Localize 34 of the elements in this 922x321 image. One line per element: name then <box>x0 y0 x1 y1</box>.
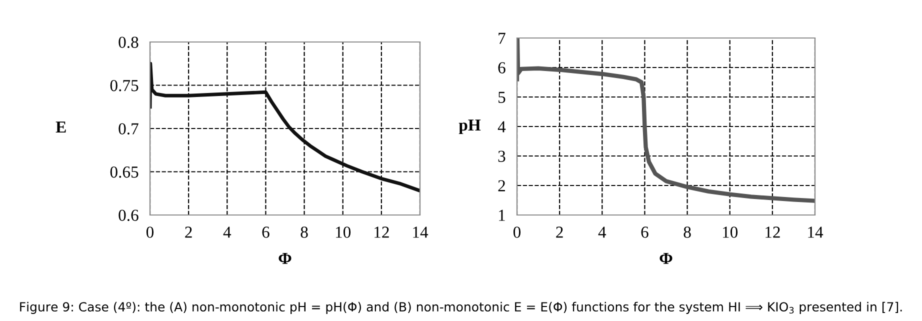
y-tick-label: 0.75 <box>110 80 138 92</box>
y-tick-label: 0.7 <box>118 123 138 135</box>
x-tick-label: 12 <box>766 226 780 238</box>
x-tick-label: 14 <box>413 226 428 238</box>
x-axis-title: Φ <box>660 252 672 264</box>
y-tick-label: 0.65 <box>110 166 138 178</box>
y-tick-label: 5 <box>498 92 506 103</box>
line-series <box>150 62 420 193</box>
y-axis-title: E <box>56 122 66 133</box>
x-tick-label: 0 <box>146 226 154 238</box>
y-axis-title: pH <box>458 120 481 134</box>
y-tick-label: 2 <box>498 180 505 192</box>
y-tick-label: 0.6 <box>118 210 138 222</box>
x-tick-label: 6 <box>262 226 270 238</box>
x-tick-label: 14 <box>808 226 824 238</box>
x-tick-label: 2 <box>556 226 563 238</box>
x-tick-label: 4 <box>598 226 606 238</box>
x-tick-label: 6 <box>641 226 648 238</box>
y-tick-label: 7 <box>498 32 506 44</box>
y-tick-label: 6 <box>498 62 506 74</box>
x-tick-label: 10 <box>722 226 738 238</box>
y-tick-label: 1 <box>499 210 505 221</box>
x-tick-label: 0 <box>513 226 521 238</box>
caption: Figure 9: Case (4º): the (A) non-monotonic pH = pH(Φ) and (B) non-monotonic E = E(Φ) functions for the system HI ⟹ KIO$_{3}$ presented in [7]. <box>20 302 902 314</box>
x-tick-label: 10 <box>336 226 351 238</box>
y-tick-label: 4 <box>498 121 506 132</box>
x-tick-label: 8 <box>684 226 691 238</box>
x-axis-title: Φ <box>278 252 292 264</box>
y-tick-label: 3 <box>498 150 506 162</box>
y-tick-label: 0.8 <box>118 36 138 48</box>
x-tick-label: 4 <box>223 226 232 238</box>
x-tick-label: 2 <box>185 226 192 238</box>
x-tick-label: 8 <box>300 226 308 238</box>
x-tick-label: 12 <box>374 226 389 238</box>
